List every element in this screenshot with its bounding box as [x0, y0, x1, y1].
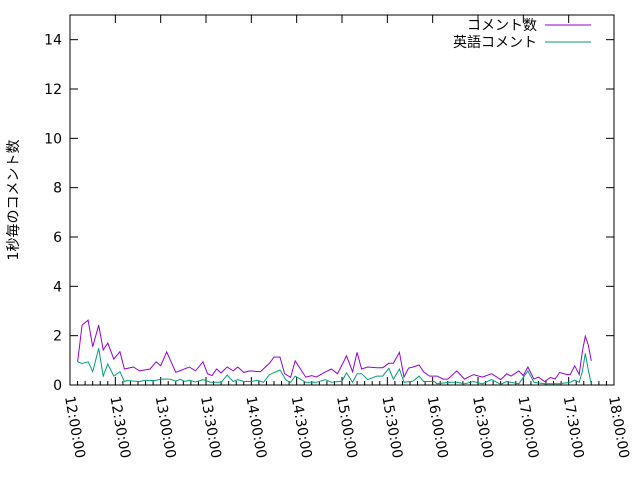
x-tick-label: 15:30:00 [378, 395, 405, 460]
y-tick-label: 8 [53, 181, 62, 197]
series-group [78, 320, 592, 384]
series-line-0 [78, 320, 592, 381]
x-tick-label: 13:30:00 [197, 395, 224, 460]
legend-label-1: 英語コメント [453, 34, 537, 51]
legend: コメント数 英語コメント [453, 18, 591, 51]
y-tick-label: 14 [44, 33, 62, 49]
x-tick-label: 18:00:00 [605, 395, 632, 460]
y-tick-label: 2 [53, 329, 62, 345]
legend-label-0: コメント数 [467, 18, 537, 34]
axes: 0 2 4 6 8 10 12 14 12:00:00 12:30:00 13:00:00 13:30… [44, 15, 632, 460]
x-tick-label: 14:30:00 [288, 395, 315, 460]
x-tick-label: 17:30:00 [560, 395, 587, 460]
y-tick-label: 12 [44, 82, 62, 98]
x-tick-label: 16:00:00 [424, 395, 451, 460]
x-tick-label: 12:00:00 [61, 395, 88, 460]
x-tick-label: 17:00:00 [514, 395, 541, 460]
y-tick-label: 4 [53, 279, 62, 295]
x-tick-label: 15:00:00 [333, 395, 360, 460]
y-tick-label: 0 [53, 378, 62, 394]
x-tick-label: 14:00:00 [242, 395, 269, 460]
x-tick-label: 12:30:00 [106, 395, 133, 460]
plot-frame [70, 15, 614, 385]
series-line-1 [78, 348, 592, 384]
y-tick-label: 10 [44, 131, 62, 147]
x-tick-label: 13:00:00 [152, 395, 179, 460]
x-tick-label: 16:30:00 [469, 395, 496, 460]
y-axis-label: 1秒毎のコメント数 [6, 140, 22, 261]
y-tick-label: 6 [53, 230, 62, 246]
